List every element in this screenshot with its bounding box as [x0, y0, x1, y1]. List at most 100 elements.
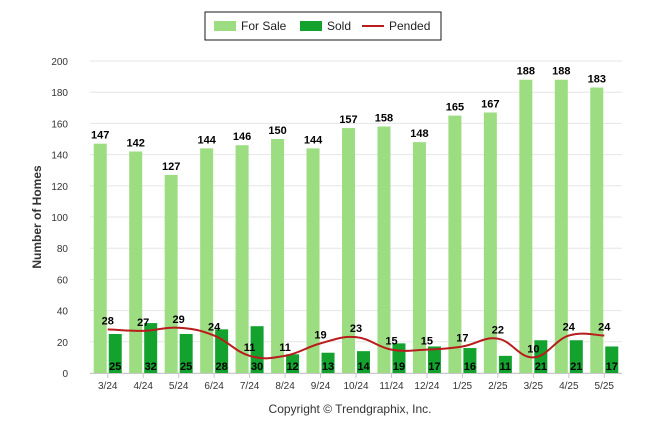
for-sale-value-label: 150 [268, 125, 286, 137]
y-tick-label: 160 [51, 119, 68, 130]
sold-bar [250, 326, 264, 373]
for-sale-bar [93, 143, 107, 373]
for-sale-bar [164, 174, 178, 373]
bars [93, 79, 619, 374]
x-tick-label: 7/24 [240, 381, 260, 392]
y-tick-label: 60 [57, 275, 69, 286]
x-tick-label: 3/24 [98, 381, 118, 392]
pended-line [107, 326, 605, 360]
pended-series-line [107, 326, 605, 360]
for-sale-value-label: 127 [162, 161, 180, 173]
for-sale-bar [235, 145, 249, 373]
for-sale-bar [483, 112, 497, 373]
pended-value-label: 19 [314, 329, 326, 341]
pended-value-label: 24 [563, 322, 576, 334]
pended-value-label: 11 [244, 342, 256, 354]
for-sale-value-label: 158 [375, 113, 393, 125]
sold-value-label: 13 [322, 361, 334, 373]
x-tick-label: 6/24 [204, 381, 224, 392]
y-tick-label: 0 [62, 369, 68, 380]
sold-bar [321, 352, 335, 373]
x-tick-label: 3/25 [524, 381, 544, 392]
x-tick-label: 4/25 [559, 381, 579, 392]
for-sale-value-label: 167 [481, 98, 499, 110]
for-sale-value-label: 148 [410, 128, 428, 140]
sold-value-label: 32 [145, 361, 157, 373]
y-tick-label: 40 [57, 307, 69, 318]
sold-bar [463, 348, 477, 373]
for-sale-value-label: 188 [552, 66, 570, 78]
data-labels: 147 25 28 142 32 27 127 25 29 144 28 24 146 30 11 150 12… [91, 66, 618, 373]
sold-value-label: 21 [570, 361, 582, 373]
y-tick-label: 120 [51, 182, 68, 193]
legend-label: Sold [327, 19, 351, 33]
for-sale-value-label: 183 [588, 74, 606, 86]
for-sale-value-label: 142 [127, 137, 145, 149]
axes: 0 20 40 60 80 100 120 140 160 180 200 3/24 4/24 5/24 6… [51, 57, 622, 392]
for-sale-bar [129, 151, 143, 373]
x-tick-label: 12/24 [414, 381, 439, 392]
copyright-credit: Copyright © Trendgraphix, Inc. [269, 402, 432, 416]
x-tick-label: 4/24 [133, 381, 153, 392]
x-tick-label: 9/24 [311, 381, 331, 392]
for-sale-bar [448, 115, 462, 373]
sold-bar [286, 354, 300, 373]
pended-value-label: 22 [492, 325, 504, 337]
sold-value-label: 16 [464, 361, 476, 373]
for-sale-bar [519, 79, 533, 373]
legend-swatch [214, 21, 236, 31]
for-sale-value-label: 157 [339, 114, 357, 126]
sold-value-label: 19 [393, 361, 405, 373]
y-axis-title: Number of Homes [30, 165, 44, 269]
for-sale-bar [200, 148, 214, 373]
pended-value-label: 24 [208, 322, 221, 334]
for-sale-bar [377, 126, 391, 374]
sold-bar [569, 340, 583, 373]
sold-value-label: 12 [286, 361, 298, 373]
sold-bar [605, 346, 619, 373]
for-sale-value-label: 144 [197, 134, 216, 146]
pended-value-label: 23 [350, 323, 362, 335]
y-tick-label: 140 [51, 151, 68, 162]
for-sale-bar [342, 128, 355, 373]
sold-value-label: 25 [180, 361, 192, 373]
for-sale-value-label: 146 [233, 131, 251, 143]
sold-bar [144, 323, 158, 373]
sold-value-label: 30 [251, 361, 263, 373]
sold-bar [357, 351, 370, 373]
for-sale-value-label: 165 [446, 102, 464, 114]
sold-value-label: 17 [428, 361, 440, 373]
x-tick-label: 1/25 [453, 381, 473, 392]
sold-value-label: 25 [109, 361, 121, 373]
y-tick-label: 100 [51, 213, 68, 224]
for-sale-bar [306, 148, 320, 373]
sold-bar [534, 340, 548, 373]
pended-value-label: 27 [137, 317, 149, 329]
sold-bar [498, 355, 512, 373]
sold-value-label: 28 [216, 361, 228, 373]
x-tick-label: 5/24 [169, 381, 189, 392]
pended-value-label: 15 [421, 336, 433, 348]
sold-value-label: 14 [357, 361, 370, 373]
y-tick-label: 20 [57, 338, 69, 349]
y-tick-label: 80 [57, 244, 69, 255]
x-tick-label: 11/24 [379, 381, 404, 392]
pended-value-label: 29 [173, 314, 185, 326]
sold-value-label: 21 [535, 361, 547, 373]
pended-value-label: 28 [102, 315, 114, 327]
legend-box [204, 11, 442, 41]
legend-label: Pended [389, 19, 430, 33]
sold-value-label: 17 [606, 361, 618, 373]
x-tick-label: 2/25 [488, 381, 508, 392]
for-sale-bar [590, 87, 604, 374]
legend-label: For Sale [241, 19, 287, 33]
sold-bar [179, 334, 193, 373]
pended-value-label: 10 [527, 343, 539, 355]
for-sale-bar [271, 139, 285, 373]
for-sale-value-label: 147 [91, 130, 109, 142]
for-sale-value-label: 144 [304, 134, 323, 146]
for-sale-bar [412, 142, 426, 373]
for-sale-value-label: 188 [517, 66, 535, 78]
pended-value-label: 15 [385, 336, 397, 348]
